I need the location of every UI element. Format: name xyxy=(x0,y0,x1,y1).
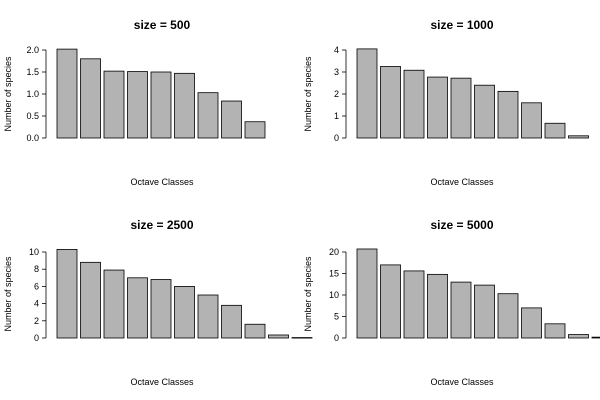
y-tick-label: 4 xyxy=(334,45,339,55)
y-tick-label: 1.5 xyxy=(26,67,39,77)
bar xyxy=(103,269,125,339)
x-axis-label: Octave Classes xyxy=(130,377,194,387)
bar-series xyxy=(356,48,589,139)
y-tick-label: 2 xyxy=(334,89,339,99)
y-axis-label: Number of species xyxy=(3,256,13,332)
bar xyxy=(427,273,448,339)
bar-series xyxy=(56,48,266,139)
bar xyxy=(591,336,600,339)
y-tick-label: 8 xyxy=(34,264,39,274)
y-tick-label: 1.0 xyxy=(26,89,39,99)
bar xyxy=(56,48,78,139)
panel-size-1000: size = 1000 Number of species Octave Cla… xyxy=(303,18,589,187)
bar xyxy=(80,58,101,139)
bar xyxy=(174,285,195,339)
y-tick-label: 0 xyxy=(334,333,339,343)
bar xyxy=(403,69,425,139)
bar xyxy=(450,281,472,339)
bar xyxy=(474,284,495,339)
bar xyxy=(174,72,195,139)
bar xyxy=(497,90,519,139)
y-axis-label: Number of species xyxy=(303,56,313,132)
y-tick-label: 20 xyxy=(329,247,339,257)
bar xyxy=(221,304,242,339)
bar-series xyxy=(56,249,313,339)
bar xyxy=(56,249,78,339)
chart-title: size = 5000 xyxy=(430,218,493,232)
bar xyxy=(497,293,519,339)
bar xyxy=(427,76,448,139)
bar xyxy=(150,279,172,339)
bar-series xyxy=(356,248,600,339)
bar xyxy=(356,48,378,139)
bar xyxy=(544,323,566,339)
y-axis: 0 5 10 15 20 xyxy=(329,247,347,343)
bar xyxy=(380,66,401,139)
panel-size-500: size = 500 Number of species Octave Clas… xyxy=(3,18,266,187)
bar xyxy=(544,122,566,139)
y-tick-label: 10 xyxy=(29,247,39,257)
bar xyxy=(291,337,313,339)
y-tick-label: 0 xyxy=(34,333,39,343)
y-tick-label: 10 xyxy=(329,290,339,300)
x-axis-label: Octave Classes xyxy=(430,177,494,187)
bar xyxy=(568,334,589,339)
y-tick-label: 6 xyxy=(34,281,39,291)
y-axis: 0 1 2 3 4 xyxy=(334,45,347,143)
x-axis-label: Octave Classes xyxy=(430,377,494,387)
y-tick-label: 5 xyxy=(334,312,339,322)
y-axis: 0.0 0.5 1.0 1.5 2.0 xyxy=(26,45,47,143)
chart-title: size = 500 xyxy=(134,18,191,32)
y-tick-label: 0.0 xyxy=(26,133,39,143)
x-axis-label: Octave Classes xyxy=(130,177,194,187)
bar xyxy=(127,71,148,139)
y-tick-label: 2.0 xyxy=(26,45,39,55)
y-axis-label: Number of species xyxy=(3,56,13,132)
y-tick-label: 3 xyxy=(334,67,339,77)
y-tick-label: 15 xyxy=(329,269,339,279)
y-tick-label: 1 xyxy=(334,111,339,121)
bar xyxy=(197,294,219,339)
panel-size-5000: size = 5000 Number of species Octave Cla… xyxy=(303,218,600,387)
bar xyxy=(127,277,148,339)
bar xyxy=(403,270,425,339)
bar xyxy=(197,92,219,139)
bar xyxy=(474,84,495,139)
bar xyxy=(356,248,378,339)
chart-title: size = 2500 xyxy=(130,218,193,232)
bar xyxy=(103,70,125,139)
bar xyxy=(521,102,542,139)
y-tick-label: 4 xyxy=(34,299,39,309)
y-tick-label: 0.5 xyxy=(26,111,39,121)
chart-title: size = 1000 xyxy=(430,18,493,32)
panel-size-2500: size = 2500 Number of species Octave Cla… xyxy=(3,218,313,387)
bar xyxy=(380,264,401,339)
bar xyxy=(521,307,542,339)
y-axis: 0 2 4 6 8 10 xyxy=(29,247,47,343)
y-tick-label: 2 xyxy=(34,316,39,326)
bar xyxy=(244,323,266,339)
bar xyxy=(244,121,266,139)
bar xyxy=(80,261,101,339)
y-axis-label: Number of species xyxy=(303,256,313,332)
bar xyxy=(221,100,242,139)
bar xyxy=(568,135,589,139)
y-tick-label: 0 xyxy=(334,133,339,143)
bar xyxy=(150,71,172,139)
bar xyxy=(268,334,289,339)
bar xyxy=(450,77,472,139)
